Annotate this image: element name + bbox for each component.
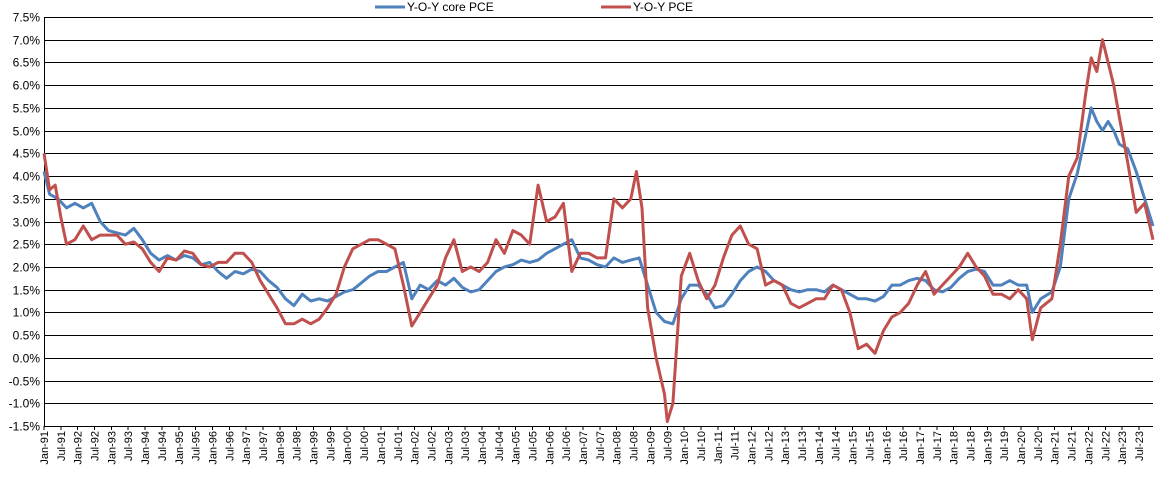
x-tick-label: Jan-99 bbox=[309, 431, 321, 465]
x-tick-label: Jan-02 bbox=[410, 431, 422, 465]
x-axis-tick-labels: Jan-91 Jul-91 Jan-92 Jul-92 Jan-93 Jul-93 Jan-… bbox=[39, 426, 1146, 465]
x-tick-label: Jan-91 bbox=[39, 431, 51, 465]
x-tick-label: Jul-92 bbox=[90, 431, 102, 461]
x-tick-label: Jul-15 bbox=[864, 431, 876, 461]
x-tick-label: Jul-16 bbox=[898, 431, 910, 461]
series-line-core-pce bbox=[42, 106, 1155, 326]
x-tick-label: Jan-14 bbox=[814, 431, 826, 465]
x-tick-label: Jul-23 bbox=[1134, 431, 1146, 461]
x-tick-label: Jan-04 bbox=[477, 431, 489, 465]
x-tick-label: Jul-94 bbox=[157, 431, 169, 461]
x-tick-label: Jul-07 bbox=[595, 431, 607, 461]
x-tick-label: Jul-13 bbox=[797, 431, 809, 461]
y-tick-label: 1.5% bbox=[13, 284, 41, 298]
x-tick-label: Jan-17 bbox=[915, 431, 927, 465]
x-tick-label: Jul-02 bbox=[426, 431, 438, 461]
x-tick-label: Jan-18 bbox=[949, 431, 961, 465]
series-lines bbox=[42, 38, 1155, 423]
x-tick-label: Jan-23 bbox=[1117, 431, 1129, 465]
y-tick-label: 7.0% bbox=[13, 34, 41, 48]
x-tick-label: Jul-08 bbox=[629, 431, 641, 461]
x-tick-label: Jul-19 bbox=[999, 431, 1011, 461]
x-tick-label: Jul-11 bbox=[730, 431, 742, 460]
y-tick-label: 0.5% bbox=[13, 329, 41, 343]
gridlines bbox=[44, 17, 1153, 427]
x-tick-label: Jan-94 bbox=[140, 431, 152, 465]
legend: Y-O-Y core PCE Y-O-Y PCE bbox=[375, 0, 693, 14]
x-tick-label: Jan-22 bbox=[1083, 431, 1095, 465]
x-tick-label: Jan-92 bbox=[73, 431, 85, 465]
y-tick-label: 6.0% bbox=[13, 79, 41, 93]
x-tick-label: Jan-00 bbox=[342, 431, 354, 465]
x-tick-label: Jul-04 bbox=[494, 431, 506, 461]
x-tick-label: Jul-05 bbox=[528, 431, 540, 461]
x-tick-label: Jan-15 bbox=[848, 431, 860, 465]
legend-label-core-pce: Y-O-Y core PCE bbox=[407, 0, 494, 14]
x-tick-label: Jan-97 bbox=[241, 431, 253, 465]
y-tick-label: 3.0% bbox=[13, 216, 41, 230]
x-tick-label: Jul-99 bbox=[325, 431, 337, 461]
y-tick-label: -1.0% bbox=[9, 397, 41, 411]
series-line-pce bbox=[42, 38, 1155, 423]
y-tick-label: 4.0% bbox=[13, 170, 41, 184]
x-tick-label: Jan-06 bbox=[544, 431, 556, 465]
x-tick-label: Jul-18 bbox=[966, 431, 978, 461]
y-tick-label: 5.0% bbox=[13, 125, 41, 139]
x-tick-label: Jul-17 bbox=[932, 431, 944, 461]
legend-label-pce: Y-O-Y PCE bbox=[633, 0, 693, 14]
x-tick-label: Jul-14 bbox=[831, 431, 843, 461]
x-tick-label: Jul-10 bbox=[696, 431, 708, 461]
y-tick-label: 7.5% bbox=[13, 11, 41, 25]
y-axis-tick-labels: 7.5% 7.0% 6.5% 6.0% 5.5% 5.0% 4.5% 4.0% 3.5% 3.0%… bbox=[9, 11, 41, 434]
x-tick-label: Jul-93 bbox=[123, 431, 135, 461]
x-tick-label: Jan-21 bbox=[1050, 431, 1062, 465]
x-tick-label: Jul-20 bbox=[1033, 431, 1045, 461]
x-tick-label: Jan-03 bbox=[443, 431, 455, 465]
x-tick-label: Jan-10 bbox=[679, 431, 691, 465]
y-tick-label: 5.5% bbox=[13, 102, 41, 116]
x-tick-label: Jul-12 bbox=[763, 431, 775, 461]
x-tick-label: Jul-95 bbox=[191, 431, 203, 461]
x-tick-label: Jan-96 bbox=[207, 431, 219, 465]
x-tick-label: Jul-91 bbox=[56, 431, 68, 461]
x-tick-label: Jan-01 bbox=[376, 431, 388, 465]
x-tick-label: Jan-95 bbox=[174, 431, 186, 465]
x-tick-label: Jul-96 bbox=[224, 431, 236, 461]
x-tick-label: Jan-07 bbox=[578, 431, 590, 465]
x-tick-label: Jul-00 bbox=[359, 431, 371, 461]
x-tick-label: Jul-21 bbox=[1067, 431, 1079, 461]
x-tick-label: Jan-05 bbox=[511, 431, 523, 465]
y-tick-label: 0.0% bbox=[13, 352, 41, 366]
y-tick-label: 4.5% bbox=[13, 147, 41, 161]
y-tick-label: 3.5% bbox=[13, 193, 41, 207]
x-tick-label: Jan-19 bbox=[982, 431, 994, 465]
y-tick-label: 2.0% bbox=[13, 261, 41, 275]
x-tick-label: Jul-01 bbox=[393, 431, 405, 461]
x-tick-label: Jan-09 bbox=[645, 431, 657, 465]
y-tick-label: 1.0% bbox=[13, 306, 41, 320]
y-tick-label: 2.5% bbox=[13, 238, 41, 252]
y-tick-label: -1.5% bbox=[9, 420, 41, 434]
x-tick-label: Jul-09 bbox=[662, 431, 674, 461]
y-tick-label: 6.5% bbox=[13, 56, 41, 70]
x-tick-label: Jan-93 bbox=[106, 431, 118, 465]
x-tick-label: Jan-13 bbox=[780, 431, 792, 465]
x-tick-label: Jan-16 bbox=[881, 431, 893, 465]
x-tick-label: Jul-98 bbox=[292, 431, 304, 461]
y-tick-label: -0.5% bbox=[9, 375, 41, 389]
x-tick-label: Jul-97 bbox=[258, 431, 270, 461]
x-tick-label: Jan-11 bbox=[713, 431, 725, 464]
x-tick-label: Jan-08 bbox=[612, 431, 624, 465]
x-tick-label: Jul-06 bbox=[561, 431, 573, 461]
x-tick-label: Jan-98 bbox=[275, 431, 287, 465]
x-tick-label: Jan-12 bbox=[747, 431, 759, 465]
x-tick-label: Jul-22 bbox=[1100, 431, 1112, 461]
x-tick-label: Jan-20 bbox=[1016, 431, 1028, 465]
x-tick-label: Jul-03 bbox=[460, 431, 472, 461]
